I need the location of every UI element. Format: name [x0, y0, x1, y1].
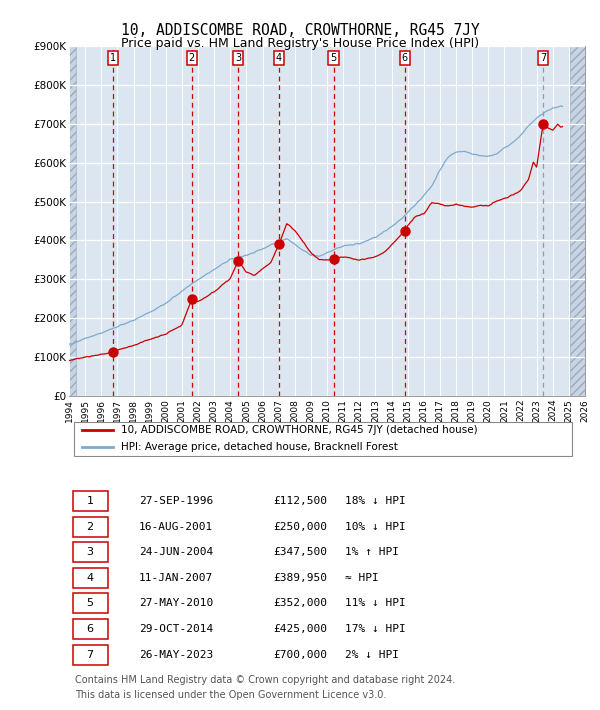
Text: 16-AUG-2001: 16-AUG-2001 [139, 522, 213, 532]
Text: 7: 7 [86, 650, 94, 660]
Text: 6: 6 [402, 53, 408, 62]
Text: Price paid vs. HM Land Registry's House Price Index (HPI): Price paid vs. HM Land Registry's House … [121, 37, 479, 50]
Text: 3: 3 [235, 53, 241, 62]
Text: 17% ↓ HPI: 17% ↓ HPI [345, 624, 406, 634]
Text: 4: 4 [276, 53, 282, 62]
Bar [69, 46, 76, 396]
Text: 27-SEP-1996: 27-SEP-1996 [139, 496, 213, 506]
Text: £389,950: £389,950 [273, 573, 327, 583]
Text: 11-JAN-2007: 11-JAN-2007 [139, 573, 213, 583]
FancyBboxPatch shape [73, 568, 108, 588]
Bar [571, 46, 585, 396]
FancyBboxPatch shape [73, 491, 108, 511]
FancyBboxPatch shape [73, 517, 108, 537]
Text: 2% ↓ HPI: 2% ↓ HPI [345, 650, 399, 660]
Text: 2: 2 [189, 53, 195, 62]
Text: £112,500: £112,500 [273, 496, 327, 506]
Text: 4: 4 [86, 573, 94, 583]
Text: 10, ADDISCOMBE ROAD, CROWTHORNE, RG45 7JY: 10, ADDISCOMBE ROAD, CROWTHORNE, RG45 7J… [121, 23, 479, 38]
Text: 10% ↓ HPI: 10% ↓ HPI [345, 522, 406, 532]
Text: 18% ↓ HPI: 18% ↓ HPI [345, 496, 406, 506]
FancyBboxPatch shape [74, 422, 572, 456]
Text: £347,500: £347,500 [273, 547, 327, 557]
Text: £700,000: £700,000 [273, 650, 327, 660]
Text: 10, ADDISCOMBE ROAD, CROWTHORNE, RG45 7JY (detached house): 10, ADDISCOMBE ROAD, CROWTHORNE, RG45 7J… [121, 425, 477, 435]
Text: 24-JUN-2004: 24-JUN-2004 [139, 547, 213, 557]
Text: 11% ↓ HPI: 11% ↓ HPI [345, 599, 406, 608]
Text: Contains HM Land Registry data © Crown copyright and database right 2024.
This d: Contains HM Land Registry data © Crown c… [75, 675, 455, 700]
Text: 29-OCT-2014: 29-OCT-2014 [139, 624, 213, 634]
Text: ≈ HPI: ≈ HPI [345, 573, 379, 583]
Text: 5: 5 [331, 53, 337, 62]
FancyBboxPatch shape [73, 619, 108, 639]
Text: £425,000: £425,000 [273, 624, 327, 634]
Text: HPI: Average price, detached house, Bracknell Forest: HPI: Average price, detached house, Brac… [121, 442, 397, 452]
Text: 5: 5 [86, 599, 94, 608]
Text: 7: 7 [540, 53, 546, 62]
Text: 26-MAY-2023: 26-MAY-2023 [139, 650, 213, 660]
Text: 3: 3 [86, 547, 94, 557]
Text: 2: 2 [86, 522, 94, 532]
Text: 1% ↑ HPI: 1% ↑ HPI [345, 547, 399, 557]
Text: 27-MAY-2010: 27-MAY-2010 [139, 599, 213, 608]
Text: 6: 6 [86, 624, 94, 634]
Text: 1: 1 [86, 496, 94, 506]
FancyBboxPatch shape [73, 542, 108, 562]
FancyBboxPatch shape [73, 594, 108, 613]
Text: £250,000: £250,000 [273, 522, 327, 532]
Text: £352,000: £352,000 [273, 599, 327, 608]
FancyBboxPatch shape [73, 645, 108, 665]
Text: 1: 1 [110, 53, 116, 62]
